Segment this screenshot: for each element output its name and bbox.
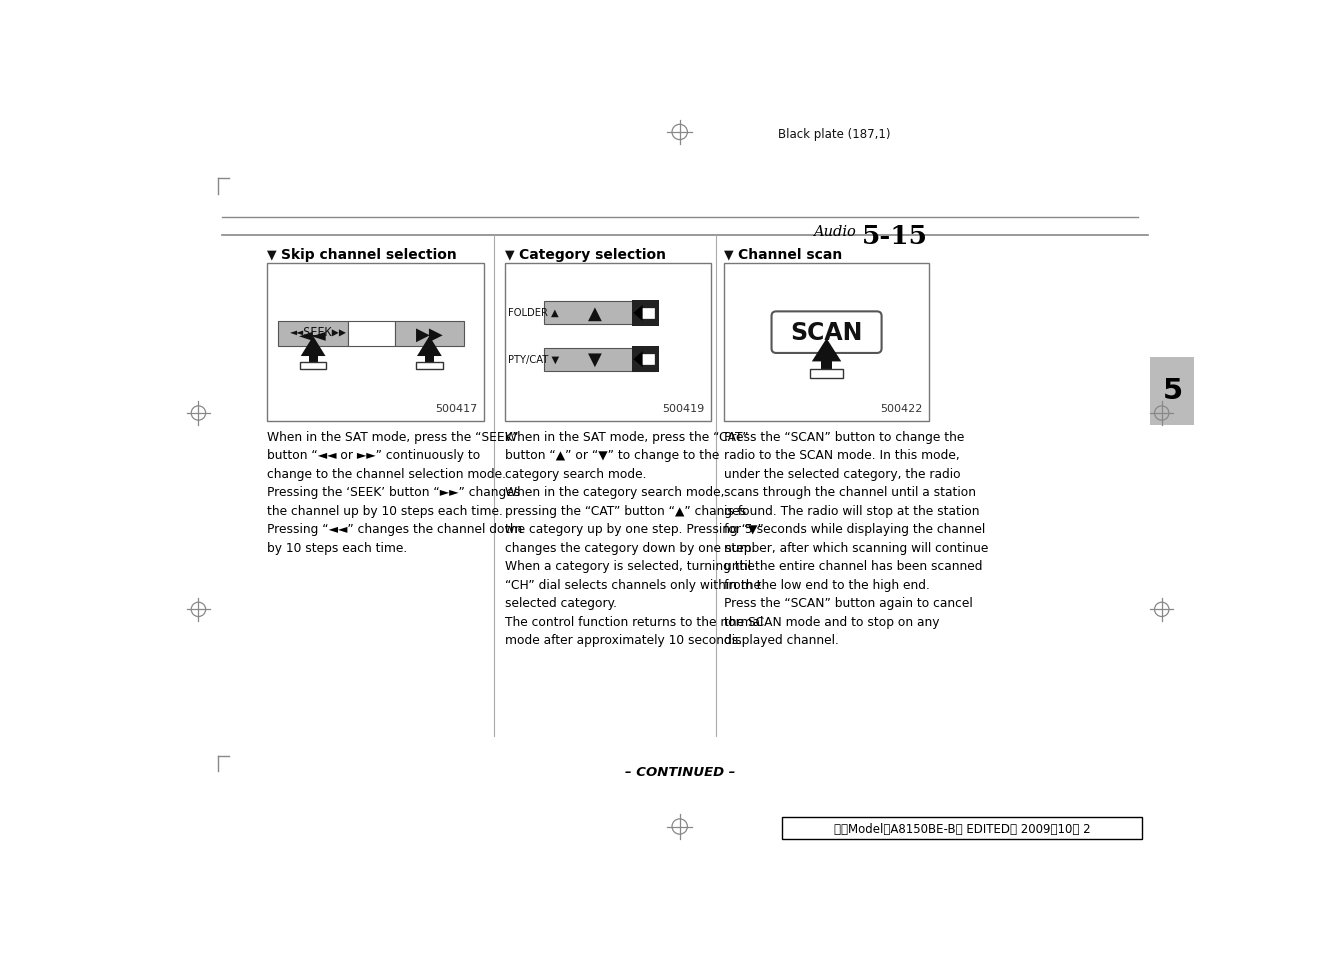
Text: ▼: ▼ [723, 248, 734, 261]
Bar [1151, 357, 1194, 425]
Text: 500422: 500422 [881, 403, 924, 414]
Text: – CONTINUED –: – CONTINUED – [625, 765, 735, 778]
Bar [641, 309, 654, 318]
Text: ▼: ▼ [267, 248, 276, 261]
Text: Category selection: Category selection [519, 248, 666, 262]
Bar [425, 356, 434, 363]
Text: ◄◄SEEK▶▶: ◄◄SEEK▶▶ [289, 325, 346, 338]
Bar [279, 322, 348, 347]
Polygon shape [633, 306, 642, 322]
Bar [417, 363, 442, 370]
Bar [544, 302, 657, 325]
Bar [632, 347, 658, 373]
Text: 5-15: 5-15 [861, 224, 928, 249]
Bar [544, 348, 657, 372]
Bar [267, 264, 483, 421]
Text: Channel scan: Channel scan [738, 248, 843, 262]
Text: 5: 5 [1162, 376, 1182, 404]
Bar [348, 322, 394, 347]
Text: Black plate (187,1): Black plate (187,1) [778, 128, 890, 140]
Text: ◄◄: ◄◄ [300, 325, 326, 343]
Text: When in the SAT mode, press the “CAT”
button “▲” or “▼” to change to the
categor: When in the SAT mode, press the “CAT” bu… [506, 431, 764, 647]
Bar [632, 300, 658, 327]
Bar [821, 362, 832, 370]
Bar [723, 264, 929, 421]
Bar [782, 818, 1143, 839]
Bar [641, 355, 654, 365]
Polygon shape [301, 336, 325, 356]
Text: ▲: ▲ [588, 305, 601, 322]
Text: Skip channel selection: Skip channel selection [280, 248, 456, 262]
Text: ▶▶: ▶▶ [415, 325, 443, 343]
Text: When in the SAT mode, press the “SEEK”
button “◄◄ or ►►” continuously to
change : When in the SAT mode, press the “SEEK” b… [267, 431, 522, 555]
Bar [811, 370, 843, 378]
Text: FOLDER ▲: FOLDER ▲ [508, 307, 559, 317]
Polygon shape [633, 352, 642, 368]
Bar [300, 363, 326, 370]
Text: ▼: ▼ [588, 351, 601, 369]
Polygon shape [812, 339, 841, 362]
Polygon shape [417, 336, 442, 356]
Text: 北米ModelａA8150BE-B＂ EDITED： 2009／10／ 2: 北米ModelａA8150BE-B＂ EDITED： 2009／10／ 2 [835, 821, 1091, 835]
Text: SCAN: SCAN [791, 321, 863, 345]
Text: Press the “SCAN” button to change the
radio to the SCAN mode. In this mode,
unde: Press the “SCAN” button to change the ra… [723, 431, 989, 647]
Bar [506, 264, 711, 421]
Text: PTY/CAT ▼: PTY/CAT ▼ [508, 355, 559, 365]
Bar [394, 322, 464, 347]
Text: ▼: ▼ [506, 248, 515, 261]
Text: 500419: 500419 [662, 403, 705, 414]
Text: Audio: Audio [813, 225, 856, 239]
FancyBboxPatch shape [771, 312, 881, 354]
Text: 500417: 500417 [435, 403, 478, 414]
Bar [309, 356, 317, 363]
